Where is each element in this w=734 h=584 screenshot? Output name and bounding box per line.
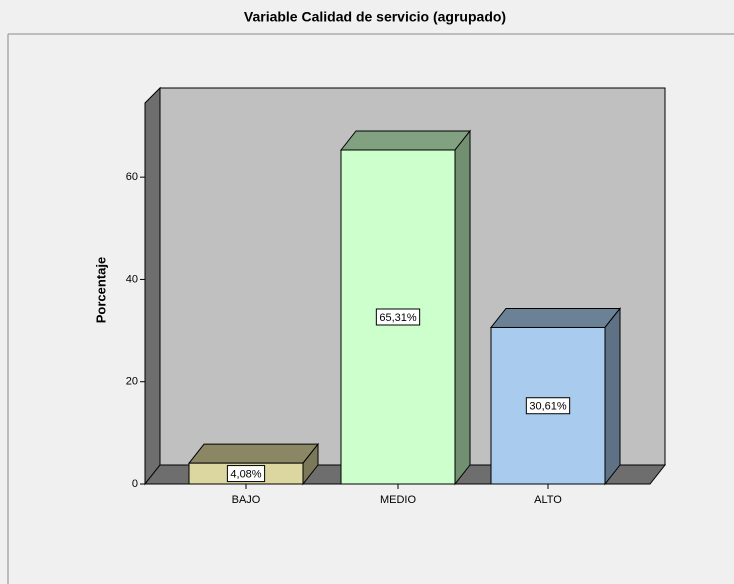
y-tick-label: 0 bbox=[132, 478, 138, 490]
side-wall bbox=[144, 86, 161, 486]
value-label: 4,08% bbox=[230, 468, 261, 480]
y-tick-label: 40 bbox=[126, 273, 138, 285]
value-label: 30,61% bbox=[529, 401, 567, 413]
value-label-box bbox=[375, 308, 421, 326]
x-tick-label: BAJO bbox=[232, 494, 261, 506]
bar-side bbox=[604, 307, 621, 486]
y-tick-label: 20 bbox=[126, 376, 138, 388]
bar-top bbox=[489, 307, 622, 328]
bar-top bbox=[339, 130, 472, 151]
y-axis-label: Porcentaje bbox=[93, 257, 108, 323]
x-tick-label: MEDIO bbox=[380, 494, 417, 506]
bar-top bbox=[187, 443, 320, 464]
value-label: 65,31% bbox=[379, 312, 417, 324]
x-tick-label: ALTO bbox=[534, 494, 562, 506]
y-tick-label: 60 bbox=[126, 171, 138, 183]
bar-side bbox=[454, 129, 471, 486]
value-label-box bbox=[226, 465, 266, 483]
chart-title: Variable Calidad de servicio (agrupado) bbox=[244, 9, 506, 25]
value-label-box bbox=[525, 397, 571, 415]
